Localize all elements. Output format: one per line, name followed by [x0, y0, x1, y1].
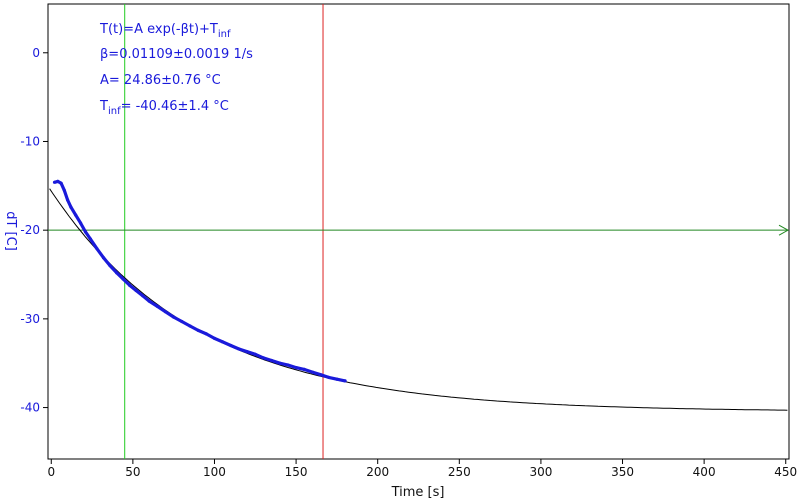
data-point [343, 379, 347, 383]
data-point [253, 352, 257, 356]
x-tick-label: 0 [47, 465, 55, 479]
data-point [204, 332, 208, 336]
data-points-layer [52, 179, 347, 383]
data-point [221, 340, 225, 344]
x-tick-label: 450 [774, 465, 797, 479]
data-point [52, 180, 57, 184]
data-point [172, 315, 176, 319]
axis-ticks: 0 50 100 150 200 250 300 350 400 450 0 -10 -20 -30 -40 [20, 46, 797, 479]
data-point [134, 288, 138, 293]
data-point [163, 310, 168, 314]
x-tick-label: 100 [203, 465, 226, 479]
data-point [128, 283, 132, 287]
x-tick-label: 200 [366, 465, 389, 479]
data-point [83, 230, 88, 234]
data-point [115, 271, 119, 275]
data-point [141, 294, 145, 298]
data-point [180, 319, 184, 324]
data-point [155, 304, 159, 308]
x-tick-label: 400 [693, 465, 716, 479]
data-point [310, 370, 314, 374]
y-axis-label: dT [C] [3, 211, 18, 251]
data-point [121, 277, 125, 281]
data-point [270, 358, 274, 363]
data-point [88, 237, 92, 241]
x-tick-label: 350 [611, 465, 634, 479]
x-tick-label: 300 [529, 465, 552, 479]
data-point [66, 198, 70, 202]
annotation-line-1: T(t)=A exp(-βt)+Tinf [99, 22, 231, 40]
y-tick-label: -10 [20, 134, 40, 148]
y-tick-label: -30 [20, 312, 40, 326]
data-point [69, 205, 73, 209]
x-tick-label: 150 [285, 465, 308, 479]
data-point [237, 347, 241, 351]
data-point [147, 299, 151, 303]
x-tick-label: 50 [125, 465, 140, 479]
data-point [108, 264, 112, 268]
annotation-line-2: β=0.01109±0.0019 1/s [100, 47, 253, 62]
data-point [62, 188, 66, 192]
data-point [278, 361, 282, 365]
data-point [261, 356, 265, 360]
data-point [74, 213, 78, 217]
data-point [294, 366, 298, 370]
data-point [101, 256, 106, 260]
data-point [319, 373, 323, 377]
data-point [79, 221, 83, 225]
data-point [302, 367, 306, 371]
y-tick-label: 0 [32, 46, 40, 60]
annotation-line-3: A= 24.86±0.76 °C [100, 73, 221, 88]
y-tick-label: -40 [20, 401, 40, 415]
x-axis-label: Time [s] [391, 485, 445, 500]
cursor-lines [48, 4, 790, 459]
data-point [188, 324, 192, 328]
data-point [59, 181, 63, 185]
data-point [95, 247, 99, 251]
data-point [327, 375, 331, 379]
fit-annotation: T(t)=A exp(-βt)+Tinf β=0.01109±0.0019 1/s… [99, 22, 253, 117]
x-tick-label: 250 [448, 465, 471, 479]
data-point [245, 350, 249, 354]
data-point [196, 328, 200, 332]
data-point [56, 179, 60, 183]
data-point [286, 363, 290, 367]
horizontal-cursor-arrow [778, 224, 790, 236]
plot-frame [47, 3, 790, 460]
data-point [229, 343, 233, 348]
annotation-line-4: Tinf= -40.46±1.4 °C [99, 99, 229, 117]
y-tick-label: -20 [20, 223, 40, 237]
data-point [335, 377, 339, 381]
data-point [212, 336, 217, 340]
